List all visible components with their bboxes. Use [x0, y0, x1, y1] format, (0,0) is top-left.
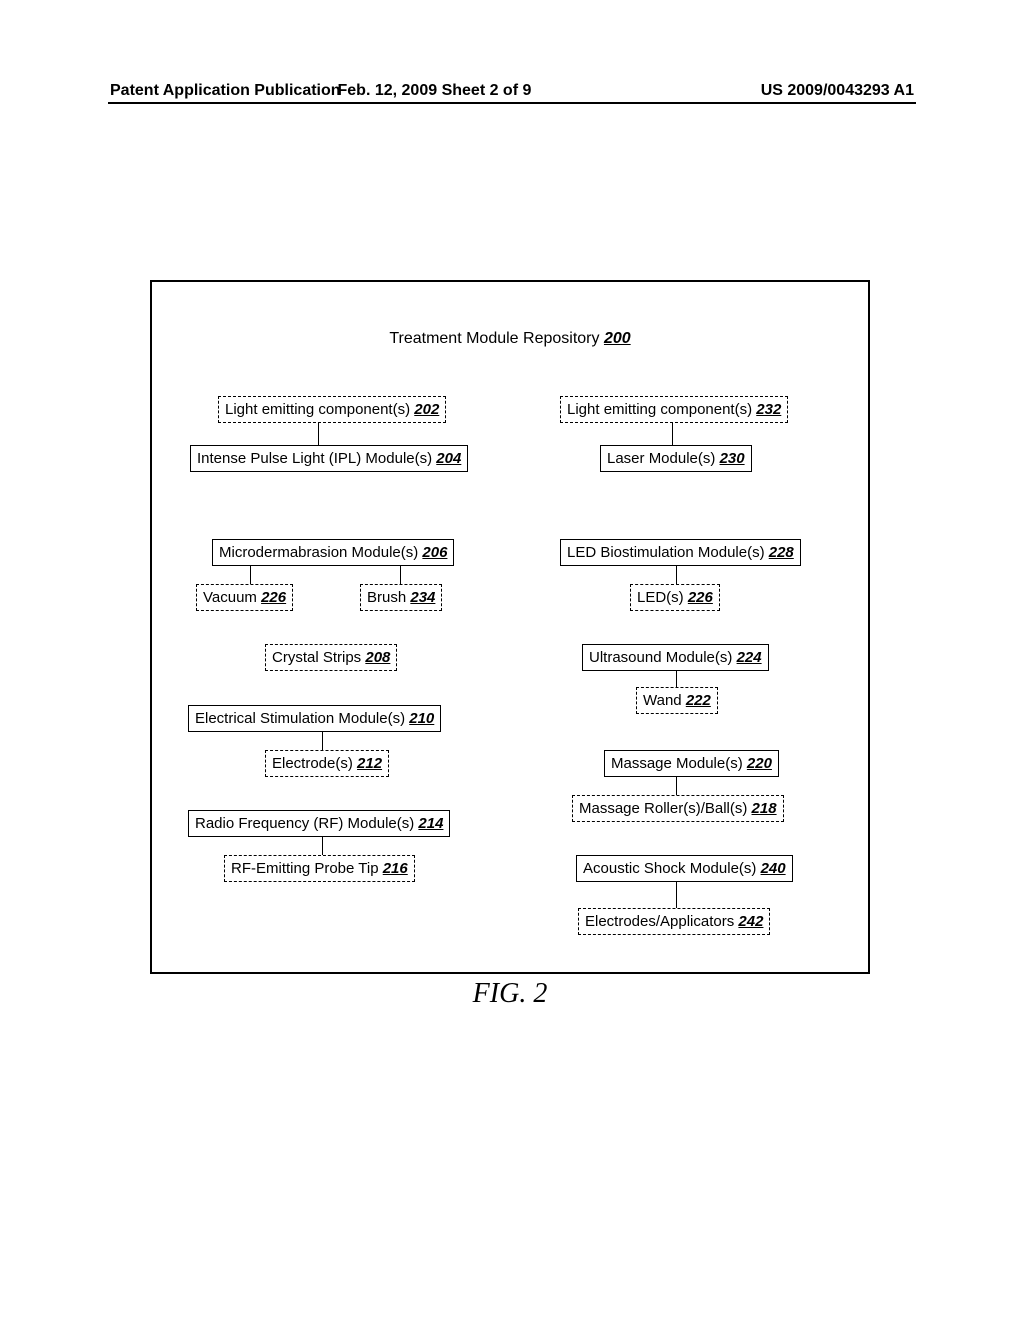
label: Crystal Strips	[272, 649, 361, 666]
header-left: Patent Application Publication	[110, 82, 341, 100]
label: Acoustic Shock Module(s)	[583, 860, 756, 877]
box-ledbio-228: LED Biostimulation Module(s) 228	[560, 539, 801, 566]
label: RF-Emitting Probe Tip	[231, 860, 379, 877]
ref: 232	[756, 401, 781, 418]
ref: 216	[383, 860, 408, 877]
box-leds-226: LED(s) 226	[630, 584, 720, 611]
box-micro-206: Microdermabrasion Module(s) 206	[212, 539, 454, 566]
ref: 234	[410, 589, 435, 606]
label: Electrical Stimulation Module(s)	[195, 710, 405, 727]
diagram: Treatment Module Repository 200 Light em…	[150, 280, 870, 1010]
box-light-emit-232: Light emitting component(s) 232	[560, 396, 788, 423]
ref: 226	[688, 589, 713, 606]
label: Microdermabrasion Module(s)	[219, 544, 418, 561]
box-rf-214: Radio Frequency (RF) Module(s) 214	[188, 810, 450, 837]
box-roller-218: Massage Roller(s)/Ball(s) 218	[572, 795, 784, 822]
box-laser-230: Laser Module(s) 230	[600, 445, 752, 472]
box-vacuum-226: Vacuum 226	[196, 584, 293, 611]
conn-240-242	[676, 882, 677, 908]
ref: 212	[357, 755, 382, 772]
ref: 202	[414, 401, 439, 418]
page: Patent Application Publication Feb. 12, …	[0, 0, 1024, 1320]
ref: 230	[720, 450, 745, 467]
header-right: US 2009/0043293 A1	[761, 82, 914, 100]
label: LED Biostimulation Module(s)	[567, 544, 765, 561]
conn-224-222	[676, 671, 677, 687]
ref: 228	[769, 544, 794, 561]
label: Wand	[643, 692, 682, 709]
repository-title: Treatment Module Repository 200	[152, 330, 868, 348]
box-electrode-212: Electrode(s) 212	[265, 750, 389, 777]
label: LED(s)	[637, 589, 684, 606]
box-estim-210: Electrical Stimulation Module(s) 210	[188, 705, 441, 732]
conn-220-218	[676, 777, 677, 795]
repository-title-text: Treatment Module Repository	[389, 330, 599, 347]
ref: 206	[422, 544, 447, 561]
ref: 222	[686, 692, 711, 709]
label: Electrode(s)	[272, 755, 353, 772]
box-crystal-208: Crystal Strips 208	[265, 644, 397, 671]
ref: 224	[737, 649, 762, 666]
repository-title-ref: 200	[604, 330, 631, 347]
box-massage-220: Massage Module(s) 220	[604, 750, 779, 777]
label: Intense Pulse Light (IPL) Module(s)	[197, 450, 432, 467]
box-ipl-204: Intense Pulse Light (IPL) Module(s) 204	[190, 445, 468, 472]
header-center: Feb. 12, 2009 Sheet 2 of 9	[338, 82, 532, 100]
ref: 204	[436, 450, 461, 467]
ref: 208	[365, 649, 390, 666]
ref: 218	[752, 800, 777, 817]
label: Brush	[367, 589, 406, 606]
conn-228-226	[676, 566, 677, 584]
conn-206-right	[400, 566, 401, 584]
conn-210-212	[322, 732, 323, 750]
label: Radio Frequency (RF) Module(s)	[195, 815, 414, 832]
box-wand-222: Wand 222	[636, 687, 718, 714]
label: Light emitting component(s)	[225, 401, 410, 418]
repository-box: Treatment Module Repository 200 Light em…	[150, 280, 870, 974]
ref: 242	[738, 913, 763, 930]
page-header: Patent Application Publication Feb. 12, …	[110, 82, 914, 100]
box-ultra-224: Ultrasound Module(s) 224	[582, 644, 769, 671]
label: Light emitting component(s)	[567, 401, 752, 418]
box-elecapp-242: Electrodes/Applicators 242	[578, 908, 770, 935]
conn-214-216	[322, 837, 323, 855]
label: Electrodes/Applicators	[585, 913, 734, 930]
header-rule	[108, 102, 916, 104]
box-acoustic-240: Acoustic Shock Module(s) 240	[576, 855, 793, 882]
ref: 220	[747, 755, 772, 772]
ref: 226	[261, 589, 286, 606]
label: Massage Module(s)	[611, 755, 743, 772]
figure-label: FIG. 2	[150, 978, 870, 1010]
box-rfprobe-216: RF-Emitting Probe Tip 216	[224, 855, 415, 882]
label: Ultrasound Module(s)	[589, 649, 732, 666]
label: Vacuum	[203, 589, 257, 606]
box-brush-234: Brush 234	[360, 584, 442, 611]
label: Massage Roller(s)/Ball(s)	[579, 800, 747, 817]
ref: 214	[418, 815, 443, 832]
conn-232-230	[672, 423, 673, 445]
ref: 240	[761, 860, 786, 877]
label: Laser Module(s)	[607, 450, 715, 467]
ref: 210	[409, 710, 434, 727]
box-light-emit-202: Light emitting component(s) 202	[218, 396, 446, 423]
conn-202-204	[318, 423, 319, 445]
conn-206-left	[250, 566, 251, 584]
